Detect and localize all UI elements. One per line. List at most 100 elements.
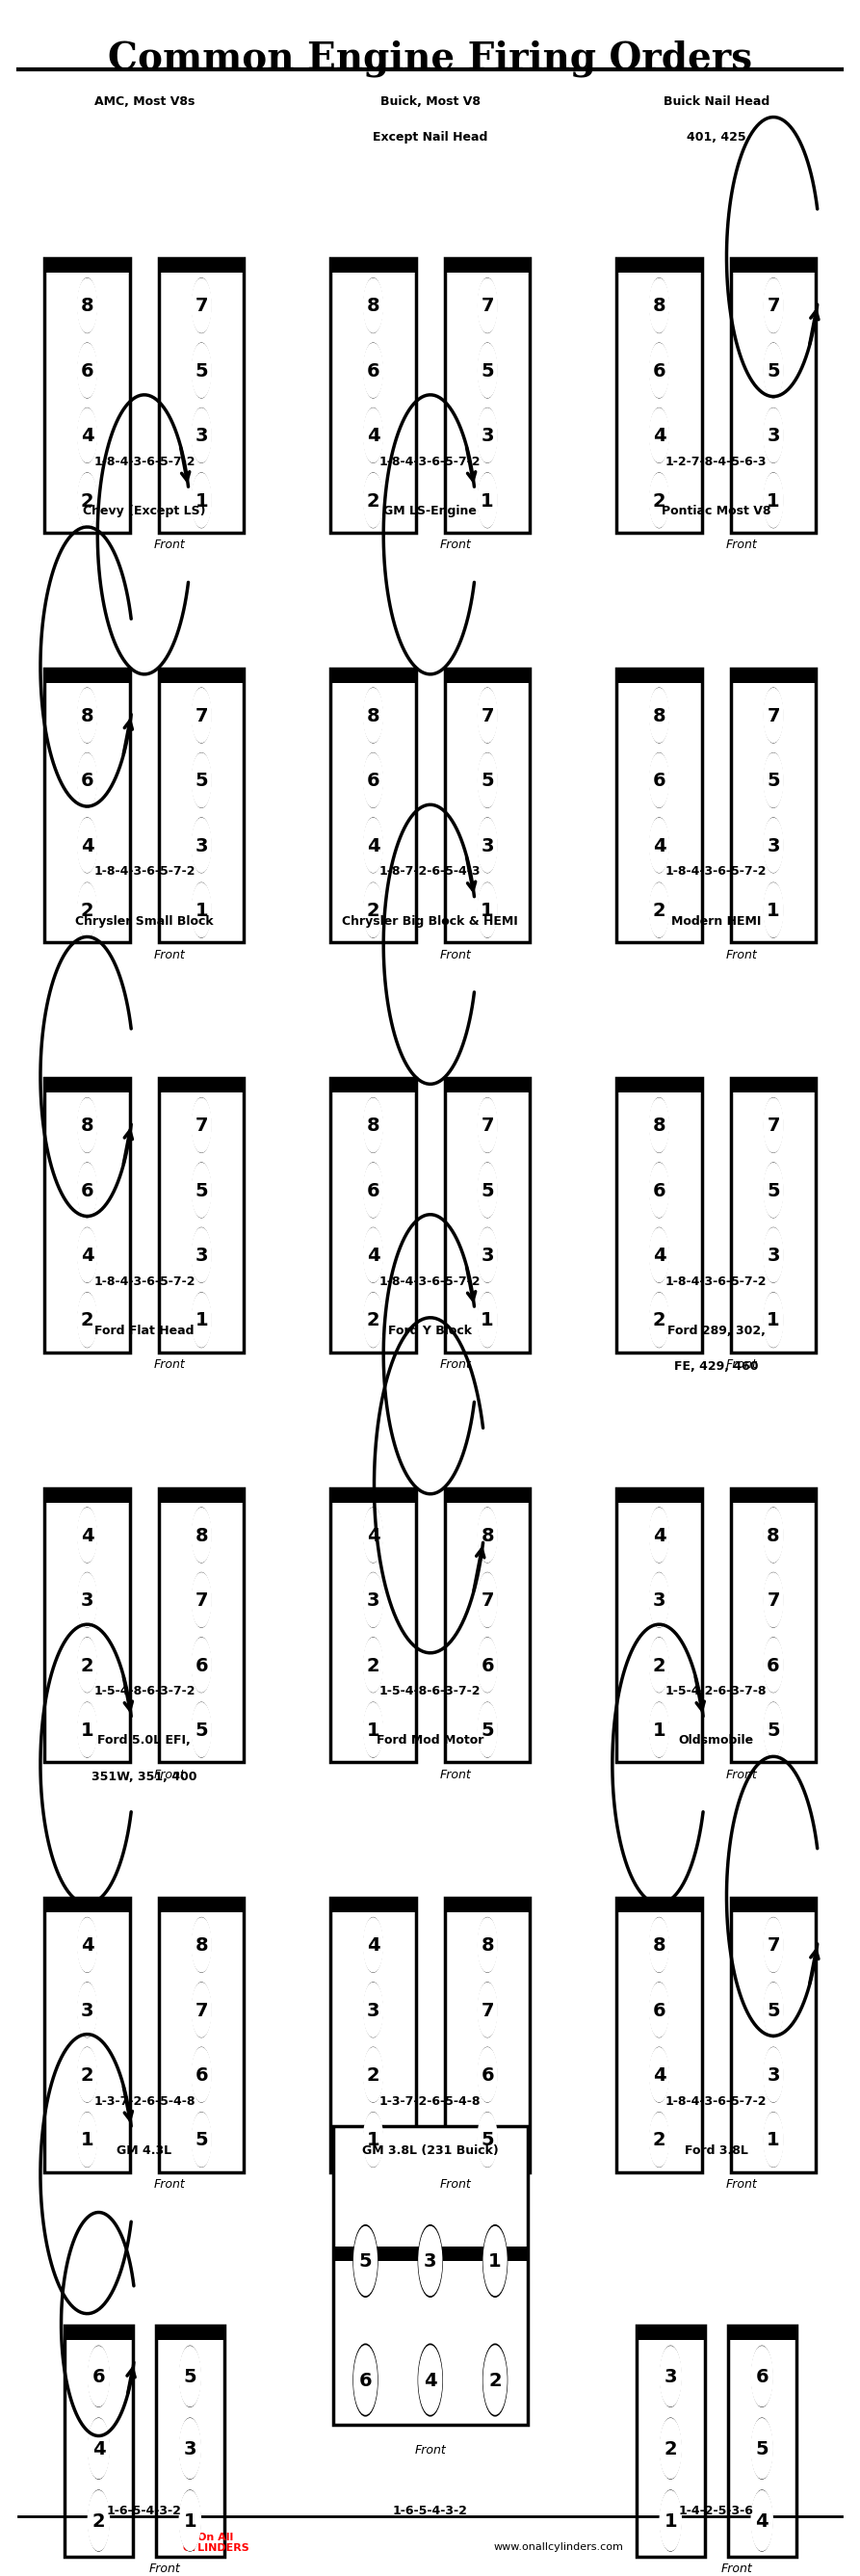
Text: 1: 1 xyxy=(488,2251,501,2269)
Text: 8: 8 xyxy=(81,706,94,724)
Circle shape xyxy=(649,1574,668,1628)
Text: 2: 2 xyxy=(81,492,94,510)
Circle shape xyxy=(78,690,95,742)
Bar xyxy=(159,1489,244,1502)
Text: 6: 6 xyxy=(359,2370,372,2388)
Circle shape xyxy=(650,1919,667,1971)
Circle shape xyxy=(192,1229,211,1283)
Text: 8: 8 xyxy=(366,706,379,724)
Text: 1: 1 xyxy=(81,2130,94,2148)
Circle shape xyxy=(764,755,782,809)
Text: 4: 4 xyxy=(366,1247,379,1265)
Bar xyxy=(445,670,530,943)
Text: AMC, Most V8s: AMC, Most V8s xyxy=(94,95,194,108)
Bar xyxy=(64,2326,132,2558)
Text: 1-8-4-3-6-5-7-2: 1-8-4-3-6-5-7-2 xyxy=(665,866,766,878)
Text: 3: 3 xyxy=(481,428,494,446)
Circle shape xyxy=(764,688,782,742)
Bar xyxy=(159,1899,244,2172)
Text: 7: 7 xyxy=(195,1592,208,1610)
Text: 8: 8 xyxy=(652,1115,666,1136)
Circle shape xyxy=(650,1574,667,1625)
Text: 7: 7 xyxy=(481,706,494,724)
Circle shape xyxy=(364,884,382,938)
Text: 4: 4 xyxy=(81,1247,94,1265)
Circle shape xyxy=(650,1510,667,1561)
Text: 2: 2 xyxy=(81,902,94,920)
Text: Front: Front xyxy=(154,1767,186,1780)
Circle shape xyxy=(364,1164,382,1218)
Text: 2: 2 xyxy=(92,2512,105,2530)
Circle shape xyxy=(650,819,667,871)
Bar xyxy=(616,1489,701,1762)
Text: 1-8-4-3-6-5-7-2: 1-8-4-3-6-5-7-2 xyxy=(94,1275,195,1288)
Circle shape xyxy=(193,1984,210,2035)
Text: 5: 5 xyxy=(766,361,779,381)
Text: 6: 6 xyxy=(92,2367,105,2385)
Text: 7: 7 xyxy=(766,1115,779,1136)
Text: Front: Front xyxy=(439,948,471,961)
Circle shape xyxy=(752,2419,771,2478)
Circle shape xyxy=(650,1705,667,1757)
Bar xyxy=(730,1899,815,2172)
Text: 8: 8 xyxy=(366,296,379,314)
Circle shape xyxy=(650,345,667,397)
Text: 351W, 351, 400: 351W, 351, 400 xyxy=(91,1770,197,1783)
Circle shape xyxy=(765,410,782,461)
Circle shape xyxy=(78,1100,95,1151)
Text: 6: 6 xyxy=(766,1656,779,1674)
Bar xyxy=(616,1079,701,1092)
Circle shape xyxy=(78,2048,95,2102)
Circle shape xyxy=(478,345,495,397)
Text: Front: Front xyxy=(149,2563,181,2573)
Circle shape xyxy=(765,1574,782,1625)
Circle shape xyxy=(364,1638,382,1692)
Text: 3: 3 xyxy=(366,2002,379,2020)
Circle shape xyxy=(78,1638,96,1692)
Circle shape xyxy=(765,281,782,332)
Circle shape xyxy=(764,474,782,528)
Bar xyxy=(45,670,130,683)
Circle shape xyxy=(353,2226,378,2298)
Text: 7: 7 xyxy=(195,296,208,314)
Bar xyxy=(730,260,815,273)
Bar xyxy=(636,2326,704,2342)
Bar xyxy=(333,2125,527,2424)
Text: 401, 425: 401, 425 xyxy=(686,131,746,144)
Text: 1: 1 xyxy=(366,2130,379,2148)
Text: 4: 4 xyxy=(652,1525,666,1546)
Circle shape xyxy=(419,2347,441,2414)
Circle shape xyxy=(752,2347,771,2406)
Text: 1: 1 xyxy=(652,1721,666,1739)
Circle shape xyxy=(418,2344,442,2416)
Circle shape xyxy=(764,2048,782,2102)
Circle shape xyxy=(765,345,782,397)
Text: 2: 2 xyxy=(81,1656,94,1674)
Circle shape xyxy=(765,884,782,938)
Circle shape xyxy=(764,410,782,464)
Circle shape xyxy=(78,1703,96,1757)
Circle shape xyxy=(660,2347,680,2406)
Circle shape xyxy=(649,884,668,938)
Circle shape xyxy=(649,1703,668,1757)
Circle shape xyxy=(353,2226,377,2295)
Text: 6: 6 xyxy=(366,361,379,381)
Circle shape xyxy=(478,819,496,873)
Text: 4: 4 xyxy=(423,2370,437,2388)
Circle shape xyxy=(181,2491,200,2550)
Circle shape xyxy=(765,2048,782,2102)
Bar xyxy=(159,1079,244,1352)
Text: 5: 5 xyxy=(766,1721,779,1739)
Text: 2: 2 xyxy=(366,2066,379,2084)
Text: 4: 4 xyxy=(652,2066,666,2084)
Text: 2: 2 xyxy=(366,492,379,510)
Text: Ford 3.8L: Ford 3.8L xyxy=(684,2143,747,2156)
Bar xyxy=(45,1899,130,2172)
Bar xyxy=(730,260,815,533)
Circle shape xyxy=(478,1919,496,1973)
Text: 7: 7 xyxy=(766,1937,779,1955)
Bar xyxy=(159,670,244,943)
Circle shape xyxy=(365,819,382,871)
Text: Ford Mod Motor: Ford Mod Motor xyxy=(377,1734,483,1747)
Circle shape xyxy=(478,1638,496,1692)
